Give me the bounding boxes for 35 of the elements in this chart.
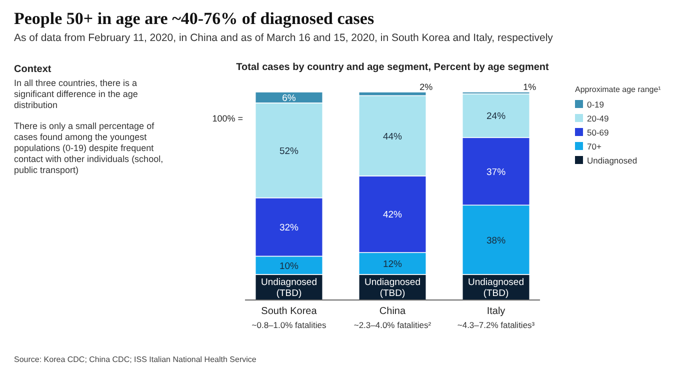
data-label: 10% (279, 260, 300, 272)
data-label: 6% (282, 92, 296, 104)
data-label: 32% (279, 222, 300, 234)
data-label: 38% (486, 235, 506, 246)
data-label: 2% (420, 82, 433, 92)
text: ~4.3–7.2% fatalities³ (457, 320, 535, 330)
data-label: 12% (382, 259, 403, 270)
x-axis-title: Total cases by country and age segment, Percent by age segment (236, 62, 550, 73)
text: ~0.8–1.0% fatalities (252, 320, 326, 330)
x-tick-label: South Korea (261, 306, 318, 317)
data-label: Undiagnosed (TBD) (364, 277, 420, 300)
source-note: Source: Korea CDC; China CDC; ISS Italian National Health Service (14, 355, 257, 364)
chart-subtitle: As of data from February 11, 2020, in China and as of March 16 and 15, 2020, in South Korea and Italy, respectively (14, 32, 554, 44)
text: In all three countries, there is a significant difference in the age distribution (14, 78, 138, 110)
data-label: 24% (486, 111, 506, 122)
data-label: 42% (382, 210, 403, 221)
legend-label: 50-69 (587, 128, 610, 138)
legend-label: 70+ (587, 142, 602, 152)
legend-label: 0-19 (587, 100, 604, 110)
chart-title: People 50+ in age are ~40-76% of diagnosed cases (14, 9, 374, 28)
x-tick-label: Italy (486, 306, 506, 317)
data-label: 37% (486, 166, 506, 178)
data-label: Undiagnosed (TBD) (468, 277, 524, 300)
x-tick-label: China (379, 306, 406, 317)
text: ~2.3–4.0% fatalities² (354, 320, 432, 330)
text: Context (14, 64, 52, 75)
data-label: 1% (523, 82, 536, 92)
text: There is only a small percentage of cases found among the youngest populations (0-19) despite frequent contact with other individuals (school, public transport) (14, 121, 164, 175)
data-label: 44% (382, 131, 403, 142)
data-label: Undiagnosed (TBD) (260, 277, 317, 300)
legend-title: Approximate age range¹ (575, 85, 662, 94)
legend-label: 20-49 (587, 114, 610, 124)
legend-label: Undiagnosed (587, 156, 638, 166)
data-label: 52% (279, 146, 300, 157)
text: 100% = (212, 114, 243, 124)
